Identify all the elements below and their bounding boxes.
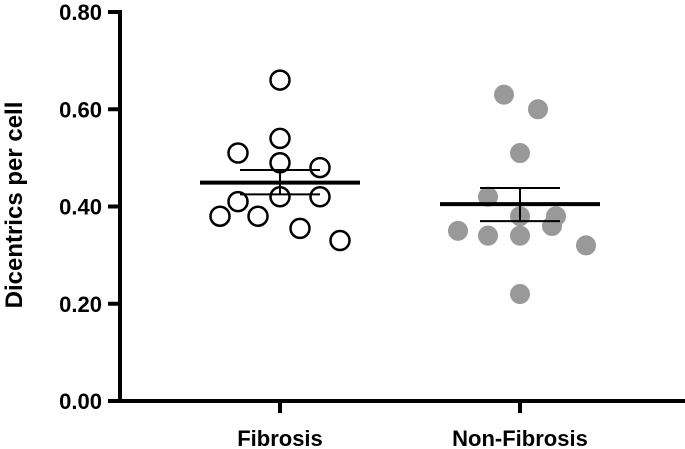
- data-point: [528, 99, 548, 120]
- y-tick-label: 0.20: [59, 292, 102, 317]
- data-point: [309, 156, 331, 179]
- data-point: [269, 127, 291, 150]
- y-ticks: 0.00 0.20 0.40 0.60 0.80: [59, 0, 120, 414]
- y-axis-title: Dicentrics per cell: [1, 102, 28, 309]
- data-point: [269, 69, 291, 91]
- data-point: [247, 205, 269, 227]
- data-point: [227, 190, 249, 213]
- data-point: [478, 225, 498, 246]
- data-point: [510, 225, 530, 246]
- x-tick-label: Fibrosis: [237, 426, 323, 449]
- data-point: [576, 235, 596, 256]
- y-tick-label: 0.40: [59, 195, 102, 220]
- series-fibrosis: [200, 69, 360, 252]
- data-point: [510, 284, 530, 305]
- x-ticks: Fibrosis Non-Fibrosis: [237, 401, 588, 449]
- data-point: [448, 220, 468, 241]
- x-tick-label: Non-Fibrosis: [452, 426, 588, 449]
- series-non-fibrosis: [440, 84, 600, 305]
- y-tick-label: 0.60: [59, 97, 102, 122]
- plot-area: [200, 69, 600, 305]
- data-point: [309, 186, 331, 208]
- data-point: [542, 215, 562, 236]
- data-point: [227, 142, 249, 164]
- data-point: [209, 205, 231, 227]
- data-point: [494, 84, 514, 105]
- data-point: [289, 217, 311, 240]
- y-tick-label: 0.80: [59, 0, 102, 25]
- data-point: [510, 143, 530, 164]
- data-point: [329, 229, 351, 252]
- y-tick-label: 0.00: [59, 389, 102, 414]
